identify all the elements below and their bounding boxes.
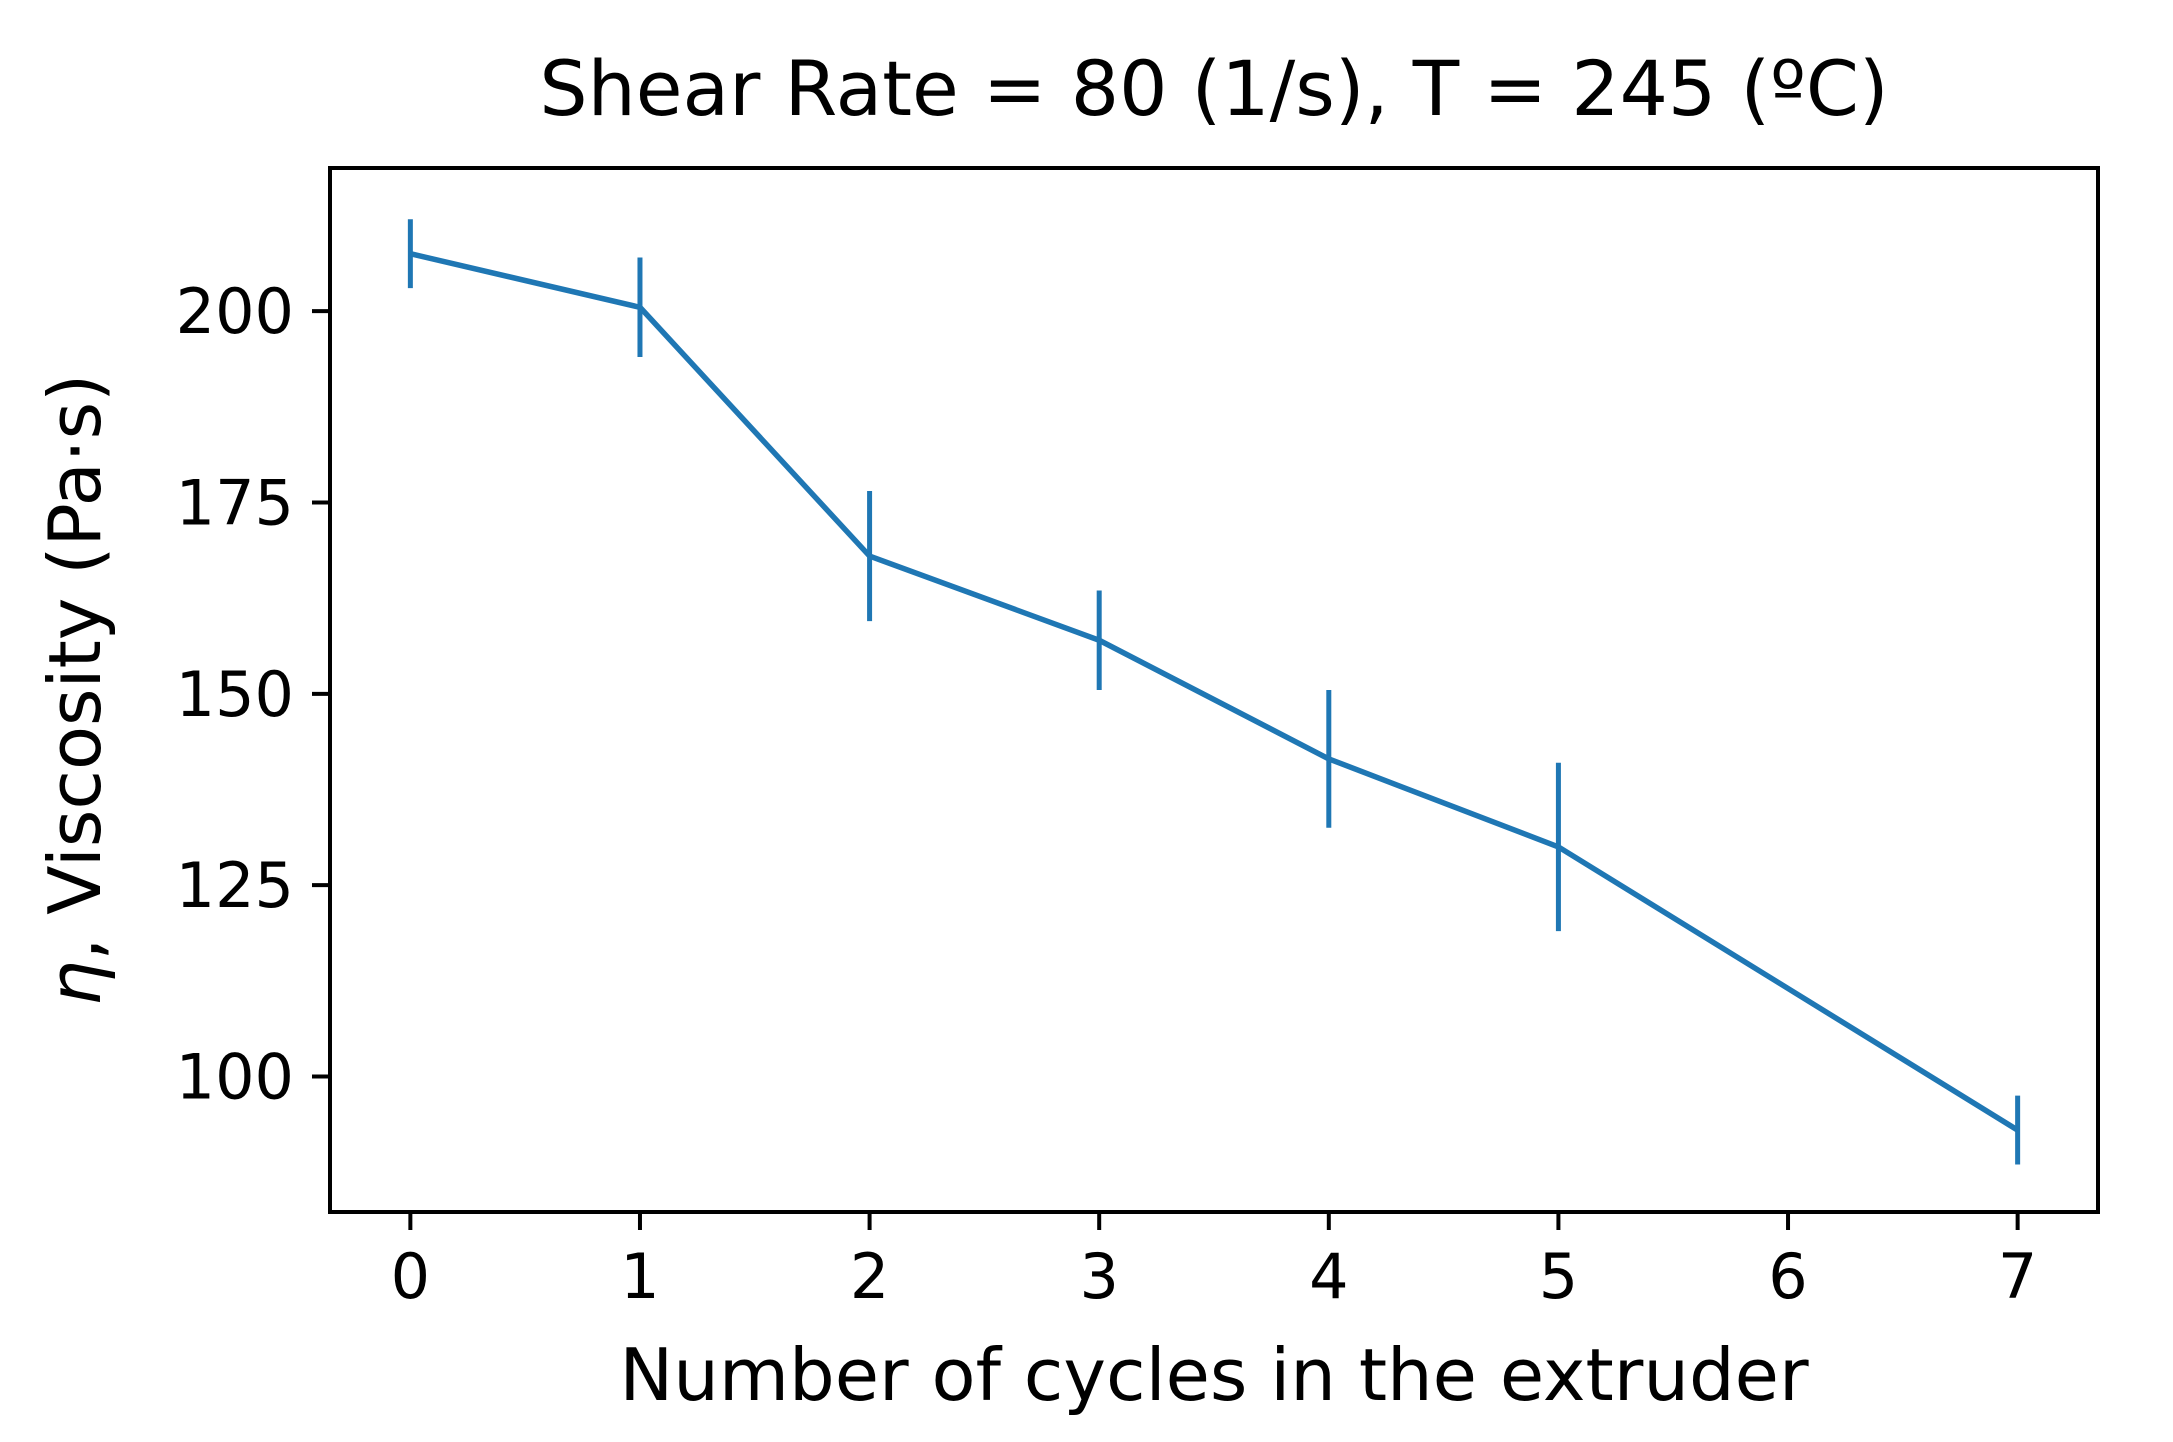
data-line-group [409,251,2020,1133]
x-tick-label: 4 [1309,1240,1348,1313]
y-axis-label-symbol: η [33,961,117,1007]
chart-title: Shear Rate = 80 (1/s), T = 245 (ºC) [539,44,1888,133]
y-axis-label: η, Viscosity (Pa·s) [33,374,117,1006]
y-tick-label: 125 [176,849,294,922]
x-tick-label: 5 [1539,1240,1578,1313]
y-tick-label: 200 [176,275,294,348]
data-line [409,251,2020,1133]
x-tick-label: 1 [620,1240,659,1313]
x-tick-label: 6 [1768,1240,1807,1313]
y-tick-label: 150 [176,658,294,731]
y-axis-label-rest: , Viscosity (Pa·s) [33,374,117,961]
x-tick-label: 7 [1998,1240,2037,1313]
x-tick-label: 2 [850,1240,889,1313]
plot-spines [328,166,2100,1214]
x-axis-label: Number of cycles in the extruder [619,1333,1809,1417]
x-ticks: 0 1 2 3 4 5 6 7 [391,1212,2037,1313]
x-tick-label: 3 [1079,1240,1118,1313]
y-tick-label: 100 [176,1041,294,1114]
y-tick-label: 175 [176,466,294,539]
x-tick-label: 0 [391,1240,430,1313]
error-bars [407,219,2021,1165]
y-ticks: 100 125 150 175 200 [176,275,330,1114]
